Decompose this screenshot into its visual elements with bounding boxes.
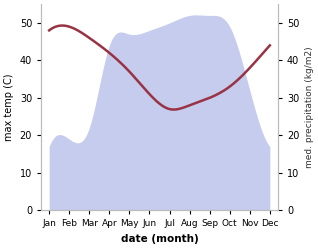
- Y-axis label: med. precipitation (kg/m2): med. precipitation (kg/m2): [305, 46, 314, 168]
- X-axis label: date (month): date (month): [121, 234, 198, 244]
- Y-axis label: max temp (C): max temp (C): [4, 73, 14, 141]
